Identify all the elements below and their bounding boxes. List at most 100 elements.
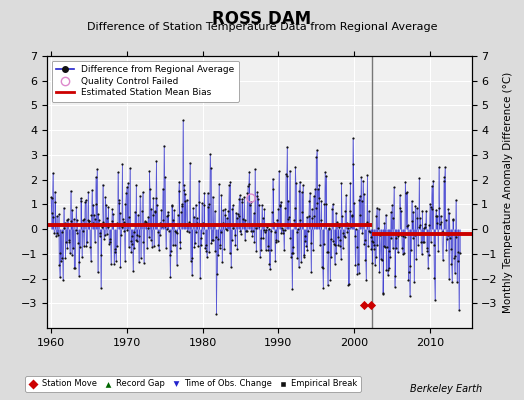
- Point: [88, 187, 96, 193]
- Point: [420, 239, 429, 245]
- Point: [368, 260, 377, 266]
- Point: [144, 225, 152, 231]
- Point: [392, 244, 401, 251]
- Point: [179, 117, 187, 124]
- Point: [79, 228, 88, 234]
- Point: [95, 217, 103, 224]
- Point: [288, 286, 297, 292]
- Point: [72, 204, 80, 211]
- Point: [47, 194, 55, 200]
- Point: [92, 174, 100, 180]
- Point: [185, 160, 194, 166]
- Point: [113, 220, 122, 226]
- Point: [293, 255, 301, 261]
- Point: [197, 242, 205, 248]
- Point: [298, 209, 307, 215]
- Point: [54, 211, 63, 218]
- Point: [178, 201, 186, 208]
- Point: [120, 228, 128, 234]
- Point: [66, 250, 74, 256]
- Point: [428, 183, 436, 190]
- Point: [193, 220, 202, 226]
- Point: [348, 213, 356, 220]
- Point: [443, 236, 451, 242]
- Point: [365, 228, 374, 234]
- Point: [282, 171, 290, 177]
- Point: [361, 257, 369, 263]
- Point: [346, 180, 355, 186]
- Point: [423, 248, 432, 254]
- Point: [411, 203, 420, 209]
- Point: [434, 164, 443, 170]
- Point: [418, 251, 426, 258]
- Point: [163, 226, 171, 232]
- Point: [244, 183, 252, 189]
- Point: [216, 229, 225, 235]
- Point: [170, 242, 179, 248]
- Point: [222, 226, 230, 232]
- Point: [225, 250, 234, 256]
- Point: [238, 196, 246, 202]
- Point: [90, 212, 98, 218]
- Point: [108, 206, 116, 212]
- Point: [127, 249, 135, 255]
- Point: [436, 221, 444, 227]
- Point: [192, 229, 200, 236]
- Point: [409, 208, 418, 215]
- Point: [303, 247, 312, 253]
- Point: [386, 254, 395, 260]
- Point: [190, 243, 199, 250]
- Point: [129, 268, 137, 274]
- Point: [196, 275, 204, 281]
- Point: [122, 190, 130, 197]
- Point: [210, 208, 219, 214]
- Point: [52, 233, 60, 239]
- Point: [394, 232, 402, 239]
- Point: [314, 186, 322, 193]
- Point: [121, 200, 129, 207]
- Point: [169, 242, 177, 248]
- Point: [63, 245, 72, 251]
- Point: [152, 158, 161, 164]
- Point: [104, 204, 113, 210]
- Point: [241, 217, 249, 224]
- Point: [277, 198, 285, 205]
- Point: [194, 243, 202, 250]
- Point: [221, 206, 230, 213]
- Point: [68, 251, 76, 258]
- Point: [259, 235, 267, 241]
- Point: [165, 228, 173, 234]
- Point: [385, 264, 394, 271]
- Point: [418, 207, 427, 214]
- Point: [372, 212, 380, 219]
- Point: [190, 214, 198, 220]
- Point: [305, 198, 313, 204]
- Point: [64, 237, 73, 243]
- Point: [215, 181, 223, 187]
- Point: [343, 229, 352, 236]
- Point: [221, 212, 229, 218]
- Point: [324, 248, 332, 255]
- Point: [61, 220, 69, 226]
- Point: [351, 262, 359, 269]
- Point: [90, 238, 99, 245]
- Point: [359, 191, 368, 198]
- Point: [157, 221, 165, 227]
- Point: [337, 180, 346, 186]
- Point: [131, 208, 139, 215]
- Point: [216, 242, 224, 248]
- Point: [213, 236, 222, 242]
- Point: [455, 250, 464, 256]
- Point: [145, 168, 154, 174]
- Point: [181, 191, 189, 198]
- Point: [381, 212, 390, 218]
- Point: [100, 235, 108, 242]
- Point: [187, 221, 195, 227]
- Point: [406, 293, 414, 300]
- Point: [62, 216, 71, 223]
- Point: [114, 196, 123, 203]
- Point: [375, 269, 384, 275]
- Point: [335, 242, 344, 249]
- Point: [201, 245, 209, 252]
- Point: [369, 239, 377, 245]
